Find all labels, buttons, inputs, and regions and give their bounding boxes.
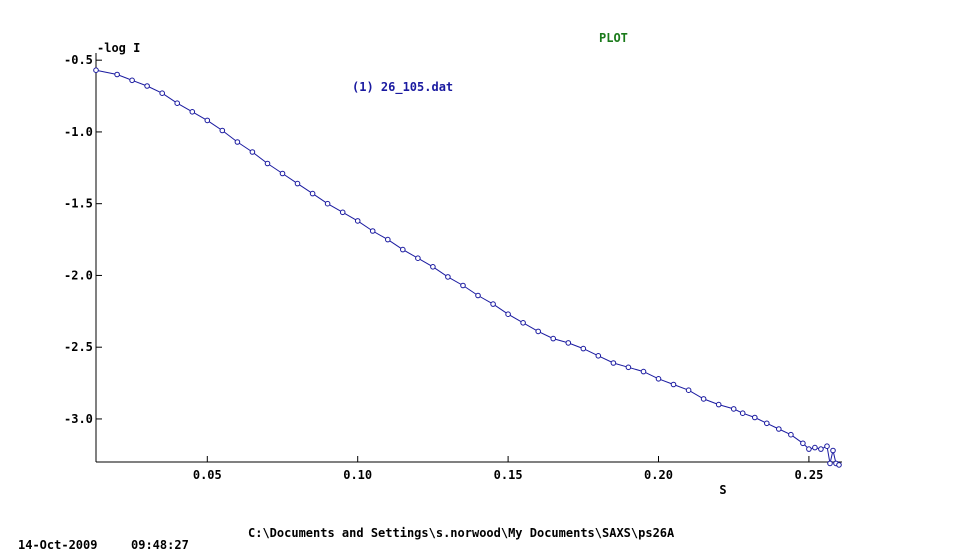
data-point [385, 236, 391, 243]
data-point [475, 292, 481, 299]
data-point [249, 149, 256, 155]
y-tick-label: -1.0 [64, 125, 93, 139]
axes: -0.5 -1.0 -1.5 -2.0 -2.5 -3.0 0.05 0.10 0.15 0.20… [64, 41, 842, 497]
data-point [550, 335, 557, 342]
data-point [700, 396, 707, 402]
data-point [580, 345, 587, 352]
data-point [739, 410, 746, 417]
data-point [189, 109, 196, 115]
data-point [415, 255, 421, 262]
data-point [827, 460, 833, 467]
x-tick-label: 0.15 [494, 468, 523, 482]
data-point [685, 387, 692, 394]
data-point [430, 264, 436, 270]
data-point [204, 117, 211, 124]
data-point [670, 381, 677, 388]
data-point [730, 406, 737, 412]
data-point [339, 209, 346, 216]
data-point [159, 90, 165, 96]
data-point [788, 431, 794, 438]
data-point [264, 160, 271, 167]
data-point [806, 446, 812, 452]
data-point [505, 311, 511, 318]
data-point [830, 447, 836, 454]
x-tick-label: 0.25 [794, 468, 823, 482]
y-tick-label: -0.5 [64, 53, 93, 67]
data-point [625, 364, 632, 371]
x-tick-label: 0.10 [343, 468, 372, 482]
data-point [445, 274, 451, 280]
data-point [294, 180, 301, 187]
y-tick-label: -3.0 [64, 412, 93, 426]
data-point [824, 443, 830, 450]
app-title: PLOT [599, 31, 628, 45]
data-point [309, 190, 316, 197]
data-point [93, 67, 99, 73]
data-point [800, 440, 806, 447]
data-point [836, 462, 842, 468]
data-point [490, 301, 496, 307]
y-tick-label: -1.5 [64, 197, 93, 211]
data-point [764, 420, 770, 427]
x-tick-label: 0.05 [193, 468, 222, 482]
data-point [776, 426, 782, 432]
y-tick-label: -2.0 [64, 268, 93, 282]
data-point [400, 246, 406, 253]
series-line [95, 69, 840, 466]
data-point [752, 414, 758, 421]
data-point [818, 446, 824, 452]
data-point [535, 328, 542, 335]
data-point [595, 353, 602, 359]
data-point [655, 376, 662, 382]
data-point [640, 368, 647, 375]
data-point [354, 218, 361, 224]
y-axis-label: -log I [97, 41, 140, 55]
data-point [114, 71, 120, 78]
x-axis-label: S [719, 483, 726, 497]
data-point [715, 401, 722, 408]
series-1 [93, 67, 842, 468]
data-point [565, 340, 572, 346]
x-tick-label: 0.20 [644, 468, 673, 482]
data-point [520, 320, 526, 326]
data-point [369, 228, 376, 234]
data-point [279, 170, 286, 177]
data-point [812, 444, 818, 451]
footer-path: C:\Documents and Settings\s.norwood\My D… [248, 526, 675, 540]
legend-entry-series-1: (1) 26_105.dat [352, 80, 454, 94]
data-point [324, 200, 331, 207]
data-point [610, 360, 617, 366]
data-point [174, 100, 180, 106]
data-point [219, 127, 226, 134]
footer-date: 14-Oct-2009 [18, 538, 98, 552]
data-point [129, 77, 135, 84]
y-tick-label: -2.5 [64, 340, 93, 354]
data-point [144, 83, 150, 89]
footer-time: 09:48:27 [131, 538, 189, 552]
data-point [234, 139, 241, 145]
data-point [460, 282, 466, 289]
